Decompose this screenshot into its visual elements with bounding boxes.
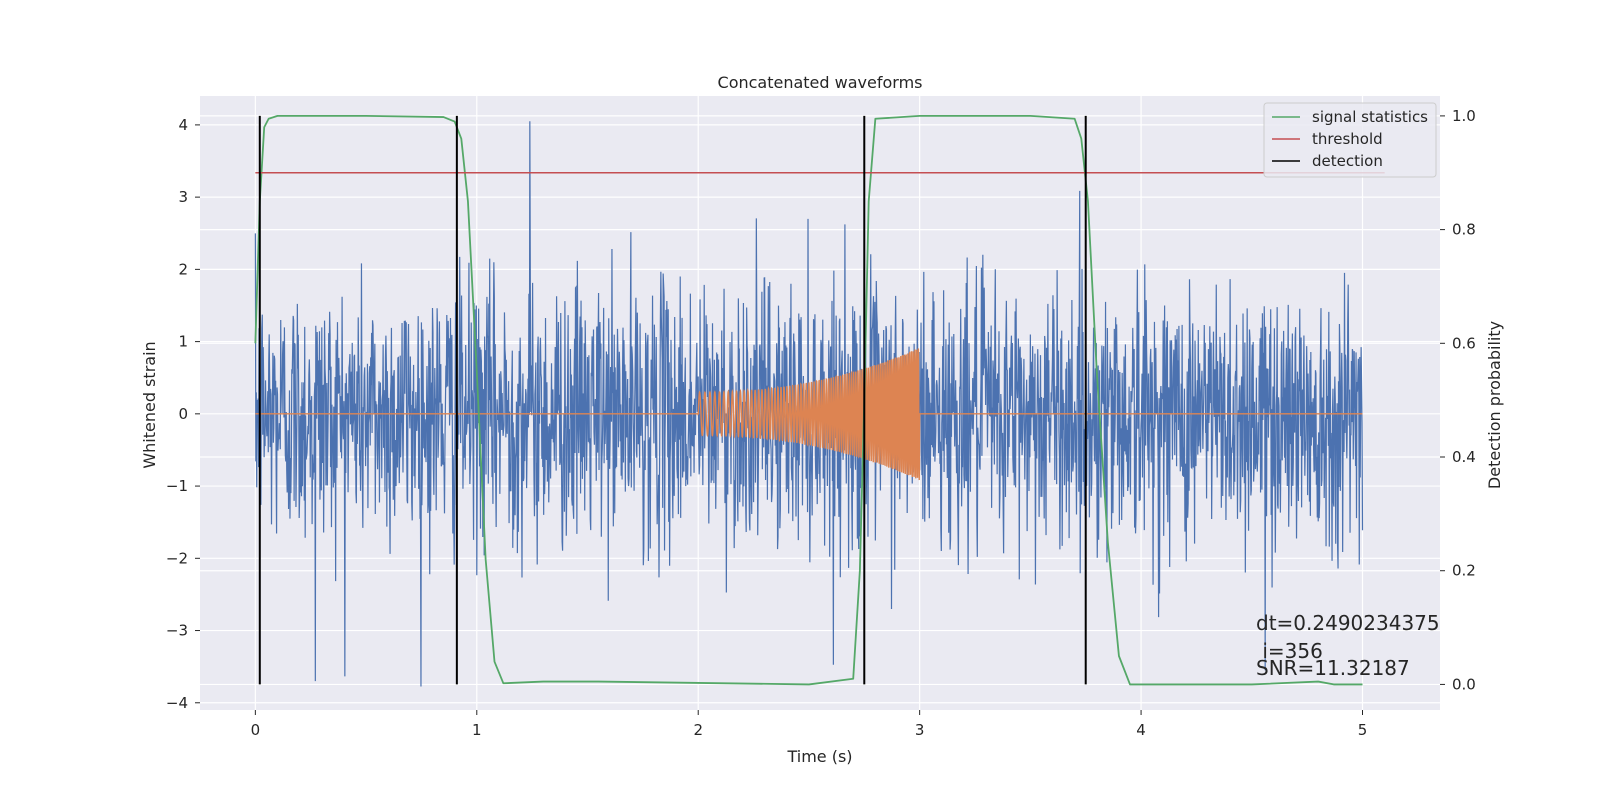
y-tick-label-5: 1: [178, 333, 188, 351]
strain-series: [254, 121, 1364, 687]
y-tick-label-2: −2: [166, 549, 188, 567]
y2-tick-label-5: 1.0: [1452, 107, 1476, 125]
x-tick-label-3: 3: [915, 721, 925, 739]
y2-axis-ticks: 0.0 0.2 0.4 0.6 0.8 1.0: [1440, 107, 1476, 693]
y-tick-label-8: 4: [178, 116, 188, 134]
y-tick-label-6: 2: [178, 260, 188, 278]
x-axis-ticks: 0 1 2 3 4 5: [251, 710, 1368, 739]
y-tick-label-7: 3: [178, 188, 188, 206]
injected-signal-line: [255, 348, 1363, 481]
legend-label-threshold: threshold: [1312, 130, 1383, 148]
x-tick-label-2: 2: [693, 721, 703, 739]
annotation-dt: dt=0.2490234375: [1256, 611, 1440, 635]
signal-statistics-series: [254, 115, 1363, 686]
y-tick-label-4: 0: [178, 405, 188, 423]
injected-signal-series: [255, 348, 1363, 481]
detection-lines: [258, 115, 1087, 685]
legend-box: [1263, 102, 1437, 178]
y2-tick-label-1: 0.2: [1452, 562, 1476, 580]
legend-label-detection: detection: [1312, 152, 1383, 170]
x-axis-label: Time (s): [786, 747, 852, 766]
y2-axis-label: Detection probability: [1485, 321, 1504, 489]
y-axis-ticks: −4 −3 −2 −1 0 1 2 3 4: [166, 116, 200, 712]
x-tick-label-0: 0: [251, 721, 261, 739]
strain-line: [254, 121, 1364, 687]
y2-tick-label-4: 0.8: [1452, 221, 1476, 239]
legend: signal statistics threshold detection: [1263, 102, 1437, 178]
y-tick-label-3: −1: [166, 477, 188, 495]
x-tick-label-1: 1: [472, 721, 482, 739]
y2-tick-label-2: 0.4: [1452, 448, 1476, 466]
annotation-index: i=356: [1256, 639, 1323, 663]
legend-label-signal-statistics: signal statistics: [1312, 108, 1428, 126]
y2-tick-label-3: 0.6: [1452, 334, 1476, 352]
y2-tick-label-0: 0.0: [1452, 675, 1476, 693]
y-tick-label-0: −4: [166, 694, 188, 712]
annotation-snr: SNR=11.32187: [1256, 656, 1410, 680]
y-axis-label: Whitened strain: [140, 341, 159, 468]
chart-title: Concatenated waveforms: [718, 73, 923, 92]
x-tick-label-4: 4: [1136, 721, 1146, 739]
y-tick-label-1: −3: [166, 622, 188, 640]
x-tick-label-5: 5: [1358, 721, 1368, 739]
signal-statistics-line: [254, 115, 1363, 686]
